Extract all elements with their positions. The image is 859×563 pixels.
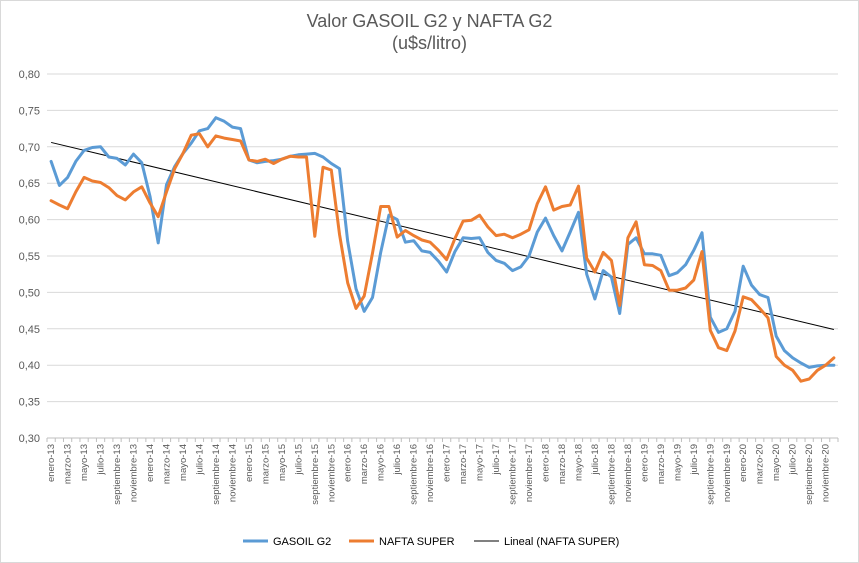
x-tick-label: marzo-15 bbox=[260, 444, 271, 484]
x-tick-label: mayo-15 bbox=[277, 444, 288, 481]
x-tick-label: enero-17 bbox=[442, 444, 453, 482]
x-tick-label: noviembre-20 bbox=[821, 444, 832, 502]
y-tick-label: 0,45 bbox=[19, 324, 40, 336]
legend-label-trendline: Lineal (NAFTA SUPER) bbox=[504, 536, 619, 548]
legend: GASOIL G2 NAFTA SUPER Lineal (NAFTA SUPE… bbox=[243, 536, 619, 548]
chart-title: Valor GASOIL G2 y NAFTA G2 bbox=[306, 11, 553, 31]
x-tick-label: mayo-19 bbox=[672, 444, 683, 481]
x-tick-label: septiembre-17 bbox=[508, 444, 519, 505]
x-tick-label: mayo-20 bbox=[771, 444, 782, 481]
x-tick-label: marzo-18 bbox=[557, 444, 568, 484]
x-tick-label: septiembre-14 bbox=[211, 444, 222, 505]
x-tick-label: marzo-17 bbox=[458, 444, 469, 484]
x-tick-label: noviembre-18 bbox=[623, 444, 634, 502]
x-tick-label: julio-13 bbox=[96, 444, 107, 476]
y-tick-label: 0,60 bbox=[19, 215, 40, 227]
series-line-gasoil bbox=[49, 116, 836, 369]
y-tick-label: 0,40 bbox=[19, 360, 40, 372]
chart-subtitle: (u$s/litro) bbox=[391, 33, 467, 53]
x-tick-label: mayo-18 bbox=[573, 444, 584, 481]
y-tick-label: 0,30 bbox=[19, 433, 40, 445]
x-tick-label: marzo-19 bbox=[656, 444, 667, 484]
x-tick-label: mayo-13 bbox=[79, 444, 90, 481]
legend-label-nafta: NAFTA SUPER bbox=[379, 536, 455, 548]
x-tick-label: julio-19 bbox=[689, 444, 700, 476]
x-tick-label: julio-17 bbox=[491, 444, 502, 476]
plot-area bbox=[49, 116, 836, 383]
x-tick-label: marzo-13 bbox=[63, 444, 74, 484]
x-tick-label: mayo-14 bbox=[178, 444, 189, 481]
x-tick-label: julio-16 bbox=[392, 444, 403, 476]
x-tick-label: enero-18 bbox=[540, 444, 551, 482]
x-tick-label: enero-14 bbox=[145, 444, 156, 482]
title-block: Valor GASOIL G2 y NAFTA G2 (u$s/litro) bbox=[0, 10, 859, 54]
series-line-nafta bbox=[49, 132, 836, 383]
x-tick-label: mayo-16 bbox=[376, 444, 387, 481]
y-tick-label: 0,70 bbox=[19, 142, 40, 154]
x-tick-label: marzo-14 bbox=[161, 444, 172, 484]
x-tick-label: noviembre-15 bbox=[326, 444, 337, 502]
x-tick-label: enero-16 bbox=[343, 444, 354, 482]
y-tick-label: 0,55 bbox=[19, 251, 40, 263]
x-tick-label: marzo-20 bbox=[755, 444, 766, 484]
x-tick-label: noviembre-14 bbox=[227, 444, 238, 502]
x-tick-label: septiembre-15 bbox=[310, 444, 321, 505]
y-tick-label: 0,75 bbox=[19, 105, 40, 117]
x-tick-label: septiembre-13 bbox=[112, 444, 123, 505]
x-tick-label: septiembre-19 bbox=[705, 444, 716, 505]
y-axis: 0,80 0,75 0,70 0,65 0,60 0,55 0,50 0,45 0,40 0,35… bbox=[19, 69, 40, 445]
legend-label-gasoil: GASOIL G2 bbox=[273, 536, 331, 548]
x-axis: enero-13 marzo-13 mayo-13 julio-13 septiembr… bbox=[46, 438, 839, 505]
y-tick-label: 0,35 bbox=[19, 397, 40, 409]
x-tick-label: julio-20 bbox=[788, 444, 799, 476]
x-tick-label: noviembre-13 bbox=[129, 444, 140, 502]
x-tick-label: septiembre-20 bbox=[804, 444, 815, 505]
x-tick-label: noviembre-19 bbox=[722, 444, 733, 502]
x-tick-label: mayo-17 bbox=[475, 444, 486, 481]
x-tick-label: julio-15 bbox=[293, 444, 304, 476]
x-tick-label: enero-20 bbox=[738, 444, 749, 482]
y-tick-label: 0,65 bbox=[19, 178, 40, 190]
x-tick-label: enero-15 bbox=[244, 444, 255, 482]
y-tick-label: 0,80 bbox=[19, 69, 40, 81]
x-tick-label: noviembre-17 bbox=[524, 444, 535, 502]
y-tick-label: 0,50 bbox=[19, 287, 40, 299]
x-tick-label: marzo-16 bbox=[359, 444, 370, 484]
x-tick-label: septiembre-18 bbox=[606, 444, 617, 505]
x-tick-label: julio-14 bbox=[194, 444, 205, 476]
x-tick-label: julio-18 bbox=[590, 444, 601, 476]
x-tick-label: enero-13 bbox=[46, 444, 57, 482]
x-tick-label: enero-19 bbox=[639, 444, 650, 482]
trendline-nafta bbox=[51, 141, 834, 331]
x-tick-label: septiembre-16 bbox=[409, 444, 420, 505]
x-tick-label: noviembre-16 bbox=[425, 444, 436, 502]
